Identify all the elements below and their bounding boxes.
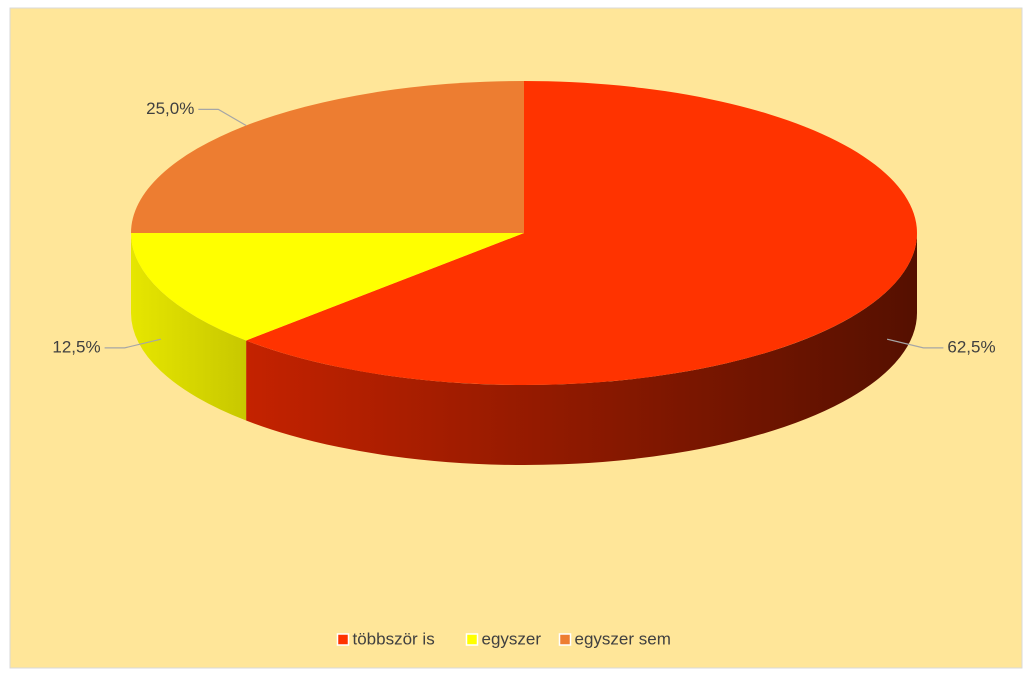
slice-side xyxy=(246,233,917,465)
legend-label: többször is xyxy=(353,629,435,648)
leader-line xyxy=(104,338,162,349)
data-label: 12,5% xyxy=(52,337,100,356)
leader-line xyxy=(198,108,247,127)
legend-label: egyszer xyxy=(482,629,542,648)
slice xyxy=(131,233,524,341)
legend-marker xyxy=(465,633,479,646)
legend-marker xyxy=(558,633,572,646)
legend-marker xyxy=(336,633,350,646)
data-label: 25,0% xyxy=(146,99,194,118)
slice-side xyxy=(131,233,247,421)
data-label: 62,5% xyxy=(947,337,995,356)
leader-line xyxy=(886,338,944,349)
slice xyxy=(131,81,524,233)
legend-label: egyszer sem xyxy=(575,629,671,648)
slice xyxy=(246,81,917,385)
